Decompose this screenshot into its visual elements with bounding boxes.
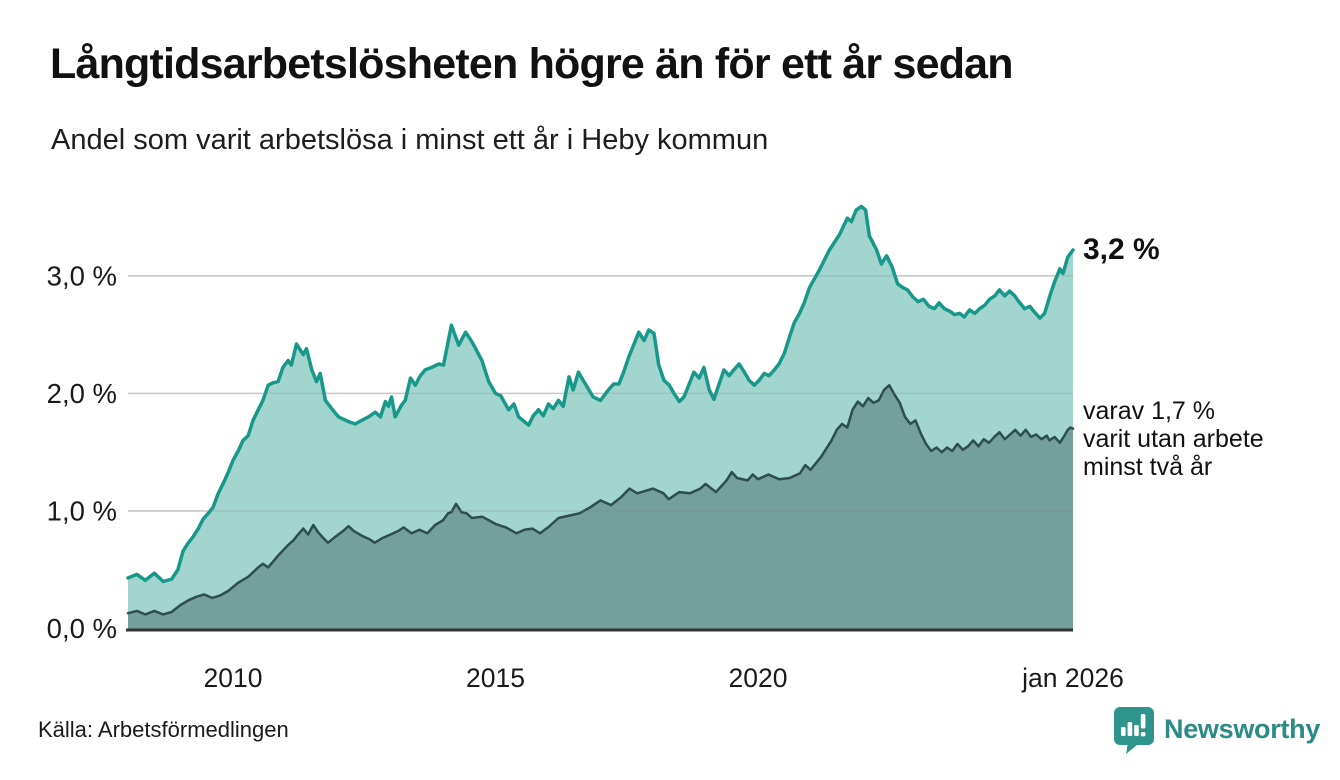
newsworthy-wordmark: Newsworthy [1164,714,1321,744]
newsworthy-logo-icon [1114,707,1154,754]
latest-value-annotation: 3,2 % [1083,233,1160,266]
y-tick-label: 2,0 % [47,378,117,409]
newsworthy-logo: Newsworthy [1113,706,1320,754]
x-tick-label: 2010 [204,663,263,693]
secondary-annotation-line-2: varit utan arbete [1083,425,1264,453]
x-tick-label: jan 2026 [1021,663,1124,693]
source-note: Källa: Arbetsförmedlingen [38,717,289,742]
x-tick-label: 2020 [729,663,788,693]
secondary-annotation-line-1: varav 1,7 % [1083,397,1216,425]
chart-subtitle: Andel som varit arbetslösa i minst ett å… [51,124,769,156]
page-title: Långtidsarbetslösheten högre än för ett … [50,40,1014,88]
secondary-value-annotation: varav 1,7 % varit utan arbete minst två … [1083,397,1264,481]
y-tick-label: 1,0 % [47,495,117,526]
series-line-0 [126,204,1075,584]
series-line-1 [126,383,1075,616]
secondary-annotation-line-3: minst två år [1083,453,1213,481]
series-fill-1 [128,385,1073,629]
x-tick-label: 2015 [466,663,525,693]
y-tick-label: 3,0 % [47,260,117,291]
y-tick-label: 0,0 % [47,613,117,644]
